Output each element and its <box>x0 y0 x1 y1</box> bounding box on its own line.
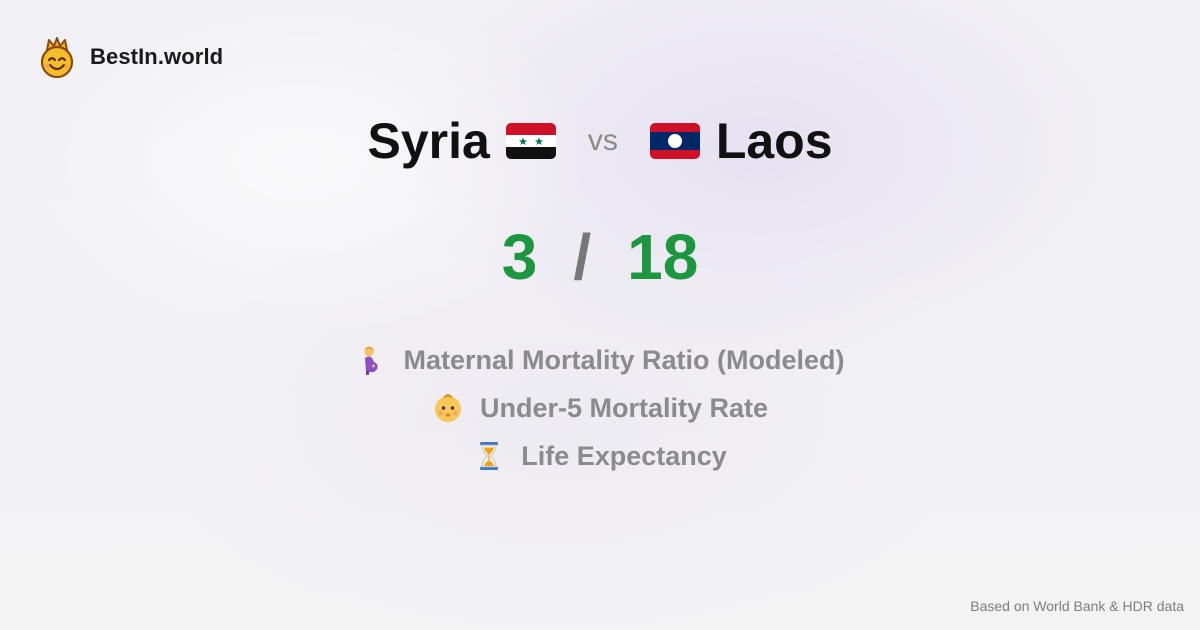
syria-flag-icon <box>505 123 556 159</box>
laos-flag-icon <box>649 123 700 159</box>
metric-item: Life Expectancy <box>0 432 1200 480</box>
baby-face-icon <box>434 394 461 422</box>
metric-label: Maternal Mortality Ratio (Modeled) <box>403 344 845 375</box>
left-country-name: Syria <box>367 113 490 169</box>
crowned-smiley-icon <box>40 37 74 78</box>
score-separator: / <box>573 221 592 293</box>
metric-label: Under-5 Mortality Rate <box>479 392 769 423</box>
metric-item: Maternal Mortality Ratio (Modeled) <box>0 336 1200 384</box>
metric-list: Maternal Mortality Ratio (Modeled) Under… <box>0 336 1200 480</box>
brand-name: BestIn.world <box>90 44 224 69</box>
right-score: 18 <box>627 221 699 293</box>
right-country-name: Laos <box>715 113 833 169</box>
score: 3 / 18 <box>0 220 1200 294</box>
comparison-title: Syria vs Laos <box>0 108 1200 174</box>
metric-item: Under-5 Mortality Rate <box>0 384 1200 432</box>
vs-label: vs <box>587 124 618 157</box>
pregnant-woman-icon <box>364 346 379 375</box>
source-note: Based on World Bank & HDR data <box>970 598 1184 614</box>
brand[interactable]: BestIn.world <box>38 36 223 78</box>
left-score: 3 <box>501 221 538 293</box>
hourglass-icon <box>480 442 499 470</box>
metric-label: Life Expectancy <box>521 440 727 471</box>
